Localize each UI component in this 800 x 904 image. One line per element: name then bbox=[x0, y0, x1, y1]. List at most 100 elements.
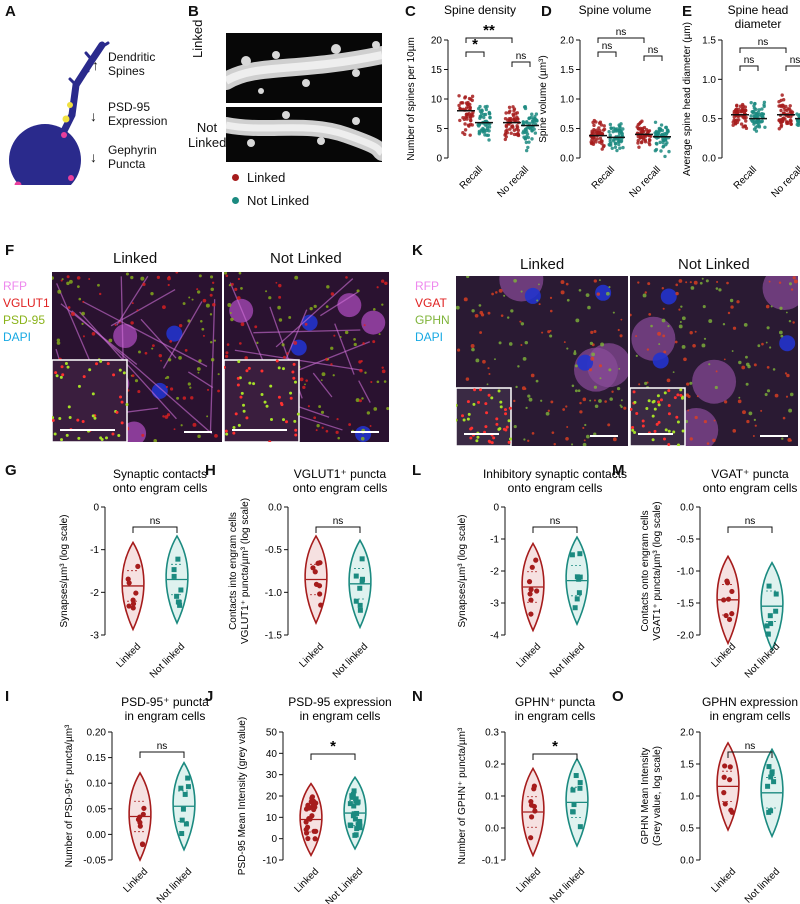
significance-bracket bbox=[739, 65, 759, 71]
data-point bbox=[617, 131, 622, 136]
data-point bbox=[643, 138, 648, 142]
y-tick-label: -1.0 bbox=[265, 588, 283, 599]
x-tick-label: No recall bbox=[627, 164, 663, 200]
data-point bbox=[508, 109, 512, 113]
data-point bbox=[478, 116, 482, 121]
chart-O: 0.0 0.5 1.0 1.5 2.0 GPHN Mean Intensity (Grey … bbox=[640, 695, 798, 904]
data-point bbox=[779, 98, 783, 103]
data-point bbox=[522, 129, 526, 133]
data-point bbox=[617, 142, 621, 147]
data-point bbox=[185, 784, 191, 790]
k-channel-dapi: DAPI bbox=[415, 330, 444, 344]
data-point bbox=[482, 112, 486, 117]
significance-label: ns bbox=[745, 516, 756, 527]
y-tick-label: 0 bbox=[271, 834, 277, 845]
significance-bracket bbox=[643, 55, 663, 61]
y-tick-label: 0.0 bbox=[560, 154, 574, 165]
data-point bbox=[509, 131, 513, 135]
data-point bbox=[784, 104, 788, 109]
data-point bbox=[140, 811, 146, 817]
data-point bbox=[613, 129, 617, 133]
data-point bbox=[779, 108, 783, 113]
y-tick-label: 0 bbox=[493, 503, 499, 514]
data-point bbox=[505, 128, 509, 132]
y-axis-label: Number of PSD-95⁺ puncta/µm³ bbox=[64, 724, 75, 867]
data-point bbox=[667, 149, 671, 154]
cell-body bbox=[229, 298, 254, 323]
y-tick-label: 0.00 bbox=[87, 830, 107, 841]
data-point bbox=[765, 783, 771, 789]
significance-bracket bbox=[785, 65, 800, 71]
data-point bbox=[530, 128, 534, 133]
data-point bbox=[615, 148, 619, 153]
data-point bbox=[352, 816, 358, 822]
data-point bbox=[457, 103, 461, 108]
panel-label-l: L bbox=[412, 462, 422, 479]
legend-not-linked-dot bbox=[232, 197, 239, 204]
data-point bbox=[777, 118, 782, 122]
data-point bbox=[722, 801, 728, 807]
significance-label: ns bbox=[648, 45, 659, 56]
x-tick-label: Linked bbox=[710, 866, 739, 895]
significance-label: ns bbox=[745, 741, 756, 752]
data-point bbox=[783, 108, 787, 112]
data-point bbox=[726, 777, 733, 783]
nucleus bbox=[151, 382, 168, 399]
chart-title: in engram cells bbox=[300, 709, 381, 723]
data-point bbox=[642, 129, 646, 134]
data-point bbox=[646, 129, 650, 133]
data-point bbox=[752, 110, 756, 114]
cell-body bbox=[692, 359, 737, 404]
nucleus bbox=[166, 325, 183, 342]
data-point bbox=[765, 631, 771, 637]
data-point bbox=[468, 133, 472, 137]
data-point bbox=[529, 564, 535, 570]
data-point bbox=[636, 126, 641, 131]
y-tick-label: 0 bbox=[93, 503, 99, 514]
y-tick-label: -10 bbox=[263, 856, 278, 867]
data-point bbox=[740, 109, 744, 113]
y-tick-label: 0.20 bbox=[87, 728, 107, 739]
data-point bbox=[313, 581, 320, 587]
data-point bbox=[318, 602, 324, 608]
x-tick-label: Linked bbox=[293, 866, 322, 895]
data-point bbox=[503, 116, 508, 121]
nucleus bbox=[652, 352, 669, 369]
data-point bbox=[647, 137, 652, 142]
cell-body bbox=[573, 347, 618, 392]
data-point bbox=[608, 122, 613, 127]
y-tick-label: -1.5 bbox=[265, 631, 283, 642]
data-point bbox=[179, 817, 185, 823]
data-point bbox=[621, 127, 625, 131]
f-channel-dapi: DAPI bbox=[3, 330, 32, 344]
y-axis-label: Average spine head diameter (µm) bbox=[682, 22, 693, 176]
chart-title: diameter bbox=[735, 17, 782, 31]
chart-title: PSD-95 expression bbox=[288, 695, 391, 709]
data-point bbox=[592, 118, 597, 123]
data-point bbox=[762, 103, 766, 107]
data-point bbox=[312, 836, 318, 842]
data-point bbox=[602, 127, 607, 131]
significance-label: ns bbox=[516, 51, 527, 62]
data-point bbox=[507, 105, 512, 110]
y-tick-label: 1.5 bbox=[680, 760, 694, 771]
data-point bbox=[768, 808, 774, 814]
y-tick-label: 40 bbox=[266, 749, 278, 760]
data-point bbox=[351, 803, 357, 809]
data-point bbox=[516, 117, 520, 121]
data-point bbox=[621, 145, 625, 150]
data-point bbox=[594, 140, 598, 144]
data-point bbox=[355, 799, 361, 805]
y-tick-label: -2 bbox=[490, 567, 499, 578]
significance-label: ns bbox=[616, 27, 627, 38]
panel-label-f: F bbox=[5, 242, 15, 259]
data-point bbox=[530, 137, 534, 141]
data-point bbox=[524, 121, 529, 125]
data-point bbox=[353, 796, 359, 802]
y-tick-label: 0.5 bbox=[702, 114, 716, 125]
data-point bbox=[464, 112, 469, 117]
data-point bbox=[616, 140, 621, 144]
x-tick-label: Linked bbox=[122, 866, 151, 895]
data-point bbox=[359, 556, 365, 562]
arrow-down-icon: ↓ bbox=[90, 149, 97, 165]
